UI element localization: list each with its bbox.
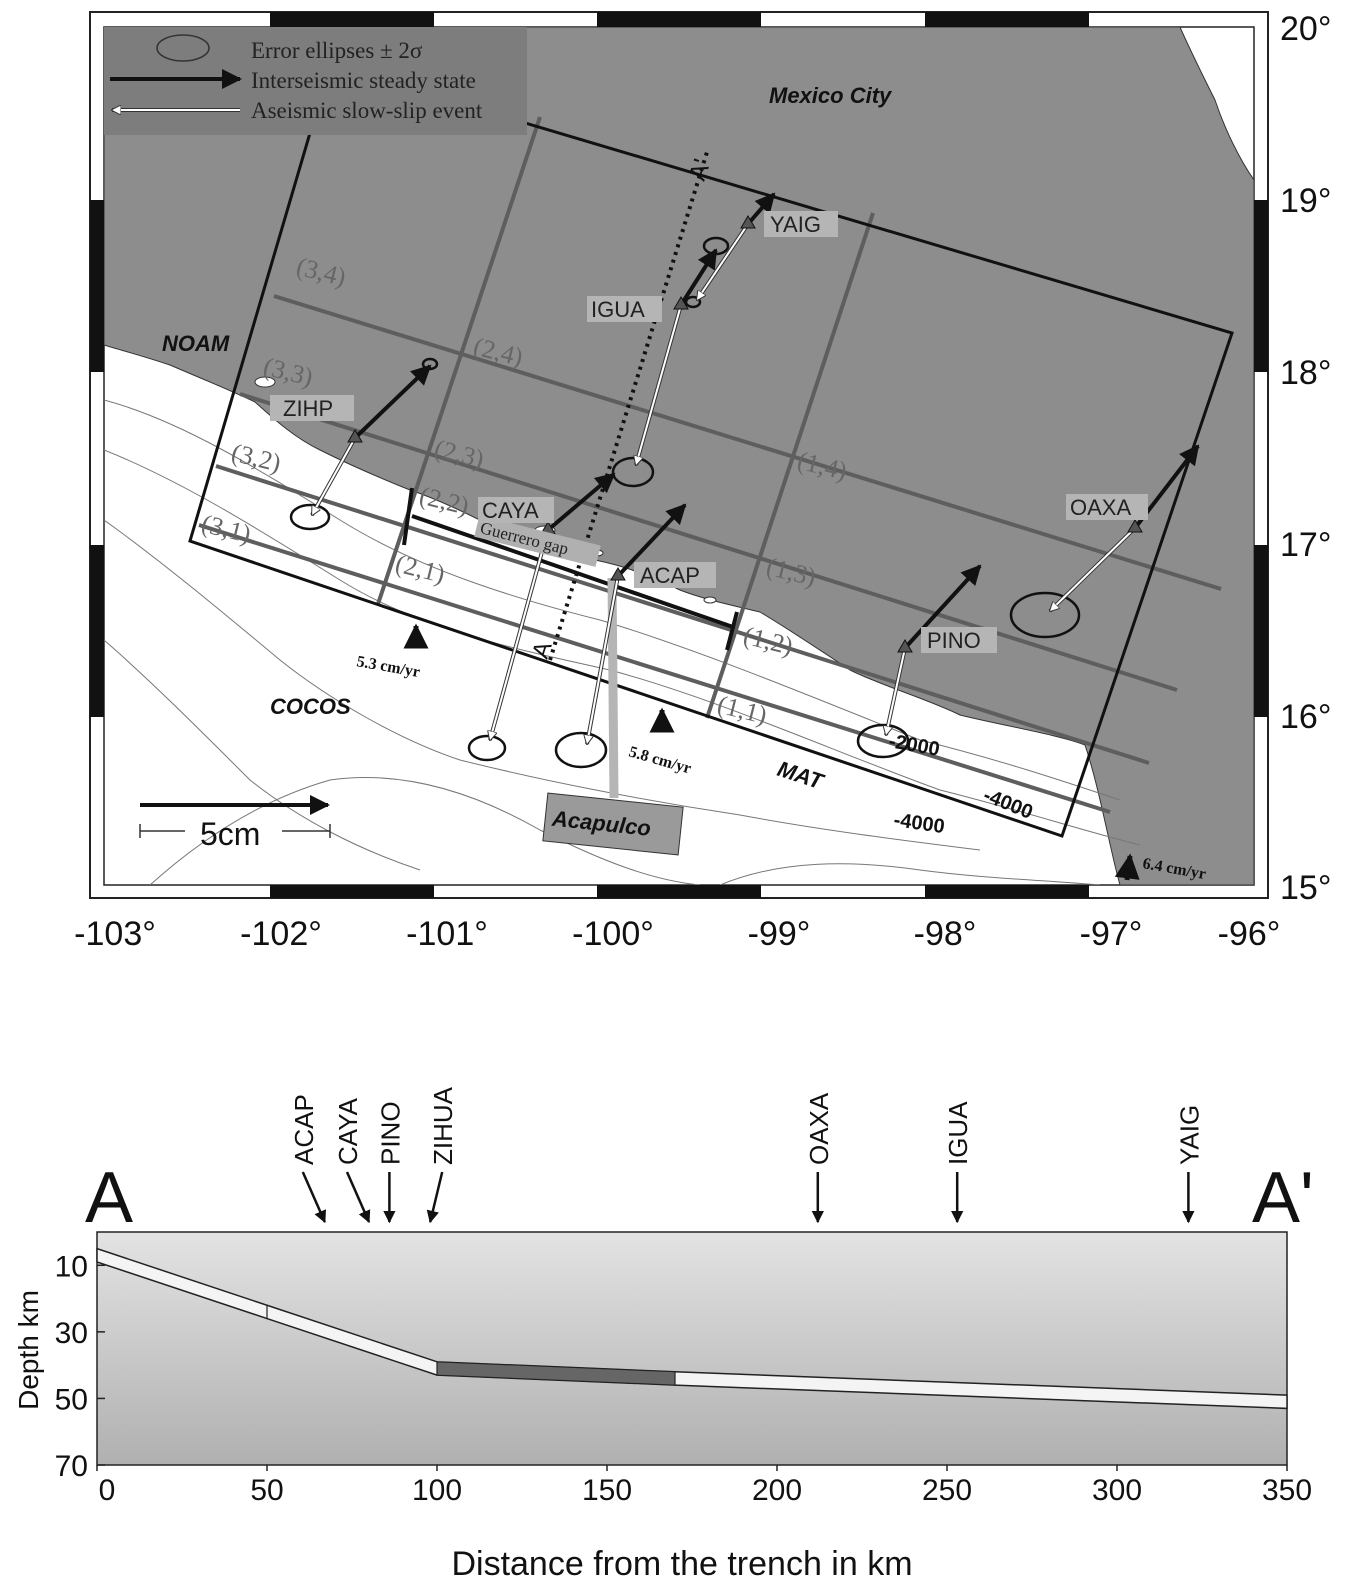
error-ellipses bbox=[289, 236, 1081, 769]
profile-x-tick-50: 50 bbox=[250, 1474, 283, 1507]
slab-interface bbox=[96, 1247, 1288, 1410]
profile-ylabel: Depth km bbox=[13, 1290, 44, 1410]
label-profile-a: A bbox=[527, 638, 558, 662]
frame-scale-bars bbox=[90, 12, 1268, 898]
land-area bbox=[104, 27, 1254, 885]
latitude-ticks: 20° 19° 18° 17° 16° 15° bbox=[1280, 10, 1331, 907]
station-label-igua: IGUA bbox=[591, 297, 645, 322]
label-noam: NOAM bbox=[162, 331, 230, 356]
profile-xlabel: Distance from the trench in km bbox=[451, 1545, 912, 1583]
station-label-oaxa: OAXA bbox=[1070, 495, 1131, 520]
profile-station-markers: ACAP CAYA PINO ZIHUA OAXA IGUA YAIG bbox=[289, 1086, 1204, 1224]
lon-tick-101: -101° bbox=[406, 915, 488, 953]
profile-x-tick-0: 0 bbox=[99, 1474, 116, 1507]
profile-x-tick-250: 250 bbox=[922, 1474, 972, 1507]
profile-y-tick-70: 70 bbox=[55, 1450, 88, 1483]
label-mexico-city: Mexico City bbox=[769, 83, 893, 108]
profile-plot-area bbox=[96, 1231, 1288, 1466]
profile-station-label-caya: CAYA bbox=[333, 1097, 363, 1165]
profile-station-label-yaig: YAIG bbox=[1174, 1105, 1204, 1165]
profile-station-label-oaxa: OAXA bbox=[804, 1092, 834, 1165]
guerrero-gap-line bbox=[411, 514, 734, 629]
lon-tick-98: -98° bbox=[914, 915, 977, 953]
fault-outline bbox=[188, 63, 1234, 838]
profile-station-label-igua: IGUA bbox=[943, 1101, 973, 1165]
profile-y-tick-50: 50 bbox=[55, 1383, 88, 1416]
legend-steady-state: Interseismic steady state bbox=[251, 68, 476, 93]
lat-tick-15: 15° bbox=[1280, 869, 1331, 907]
station-label-zihp: ZIHP bbox=[283, 396, 333, 421]
lon-tick-100: -100° bbox=[572, 915, 654, 953]
profile-panel: ACAP CAYA PINO ZIHUA OAXA IGUA YAIG 0 50 100 150 2… bbox=[13, 1086, 1314, 1583]
fault-patch-grid bbox=[198, 116, 1222, 814]
legend-slow-slip: Aseismic slow-slip event bbox=[251, 98, 483, 123]
profile-x-ticks: 0 50 100 150 200 250 300 350 bbox=[96, 1465, 1312, 1507]
profile-x-tick-200: 200 bbox=[752, 1474, 802, 1507]
profile-x-tick-300: 300 bbox=[1092, 1474, 1142, 1507]
station-labels: YAIG IGUA ZIHP CAYA ACAP OAXA PINO bbox=[270, 211, 1148, 653]
profile-label-a: A bbox=[85, 1158, 133, 1238]
profile-y-ticks: 10 30 50 70 bbox=[55, 1250, 105, 1483]
station-label-caya: CAYA bbox=[482, 498, 539, 523]
station-label-yaig: YAIG bbox=[770, 212, 821, 237]
lat-tick-18: 18° bbox=[1280, 354, 1331, 392]
profile-label-a-prime: A' bbox=[1252, 1158, 1314, 1238]
lat-tick-19: 19° bbox=[1280, 182, 1331, 220]
profile-y-tick-30: 30 bbox=[55, 1317, 88, 1350]
profile-station-arrow-acap bbox=[301, 1171, 326, 1224]
profile-station-label-acap: ACAP bbox=[289, 1094, 319, 1165]
profile-x-tick-100: 100 bbox=[412, 1474, 462, 1507]
profile-x-tick-350: 350 bbox=[1262, 1474, 1312, 1507]
scale-label: 5cm bbox=[200, 816, 260, 852]
lat-tick-16: 16° bbox=[1280, 698, 1331, 736]
station-label-pino: PINO bbox=[927, 628, 981, 653]
lat-tick-17: 17° bbox=[1280, 526, 1331, 564]
legend: Error ellipses ± 2σ Interseismic steady … bbox=[104, 27, 527, 135]
lon-tick-102: -102° bbox=[240, 915, 322, 953]
lon-tick-96: -96° bbox=[1218, 915, 1281, 953]
lon-tick-97: -97° bbox=[1080, 915, 1143, 953]
profile-station-arrow-caya bbox=[345, 1171, 371, 1224]
map-panel: Error ellipses ± 2σ Interseismic steady … bbox=[74, 10, 1331, 953]
profile-y-tick-10: 10 bbox=[55, 1250, 88, 1283]
legend-error-ellipses: Error ellipses ± 2σ bbox=[251, 38, 423, 63]
bathymetry-contours bbox=[104, 399, 1141, 885]
lon-tick-103: -103° bbox=[74, 915, 156, 953]
slab-band bbox=[96, 1247, 1288, 1410]
profile-station-label-zihua: ZIHUA bbox=[428, 1086, 458, 1165]
profile-station-label-pino: PINO bbox=[375, 1101, 405, 1165]
profile-line-a-a-prime bbox=[548, 151, 709, 661]
profile-station-arrow-zihua bbox=[426, 1171, 444, 1224]
station-label-acap: ACAP bbox=[640, 563, 700, 588]
lat-tick-20: 20° bbox=[1280, 10, 1331, 48]
label-cocos: COCOS bbox=[270, 694, 351, 719]
lon-tick-99: -99° bbox=[748, 915, 811, 953]
legend-ellipse-symbol bbox=[156, 34, 210, 62]
profile-x-tick-150: 150 bbox=[582, 1474, 632, 1507]
longitude-ticks: -103° -102° -101° -100° -99° -98° -97° -… bbox=[74, 915, 1280, 953]
